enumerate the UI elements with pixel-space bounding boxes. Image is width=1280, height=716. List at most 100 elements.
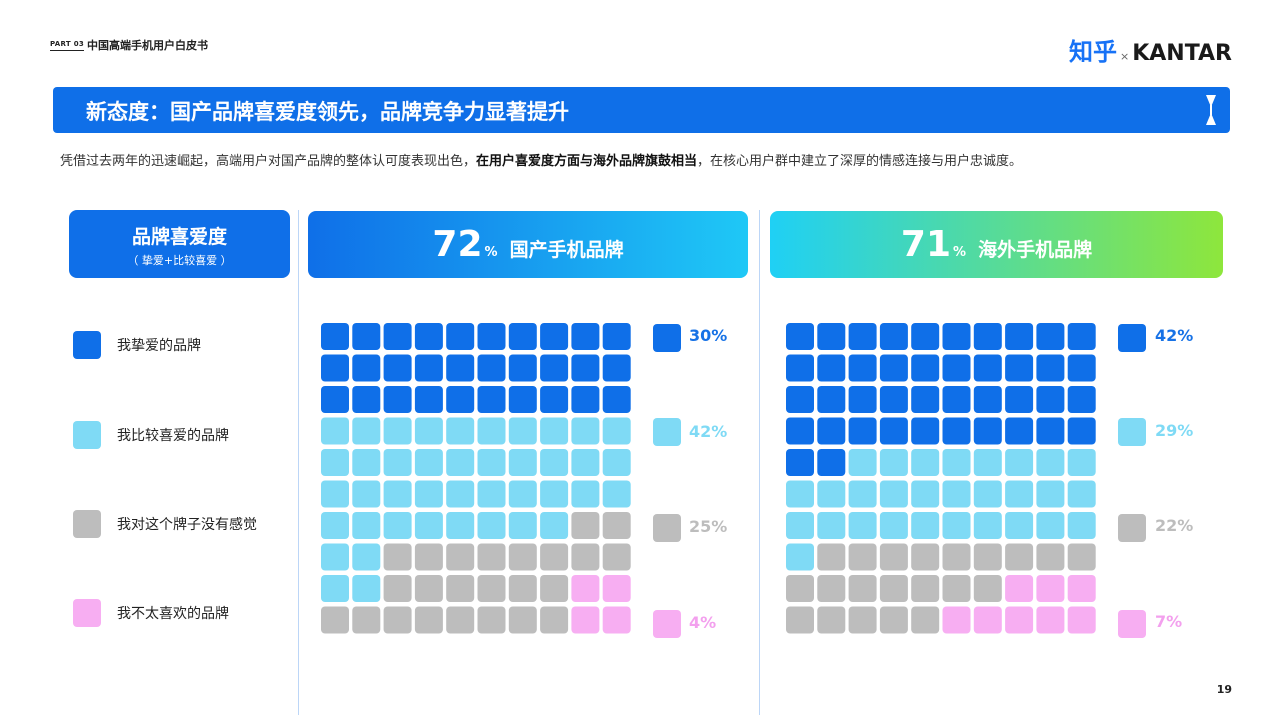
waffle-cell <box>973 386 1002 413</box>
waffle-cell <box>321 480 349 508</box>
domestic-like-value: 42% <box>689 422 728 441</box>
foreign-like-value: 29% <box>1155 421 1194 440</box>
waffle-cell <box>571 543 600 571</box>
waffle-cell <box>414 543 443 571</box>
waffle-cell <box>414 354 443 382</box>
waffle-cell <box>911 417 940 445</box>
waffle-cell <box>540 606 569 634</box>
waffle-cell <box>786 543 814 571</box>
waffle-cell <box>942 354 971 382</box>
waffle-cell <box>848 449 877 476</box>
header-percent-sign: % <box>484 245 498 260</box>
waffle-cell <box>1036 386 1065 413</box>
waffle-cell <box>848 575 877 602</box>
waffle-cell <box>942 575 971 602</box>
waffle-cell <box>942 449 971 476</box>
waffle-cell <box>571 323 600 350</box>
waffle-cell <box>540 512 569 539</box>
waffle-cell <box>911 512 940 539</box>
waffle-cell <box>352 417 381 445</box>
waffle-cell <box>1067 512 1096 539</box>
waffle-cell <box>321 417 349 445</box>
waffle-cell <box>446 323 475 350</box>
waffle-cell <box>602 480 631 508</box>
waffle-cell <box>1036 417 1065 445</box>
waffle-cell <box>352 354 381 382</box>
waffle-cell <box>321 323 349 350</box>
foreign-dislike-value: 7% <box>1155 612 1183 631</box>
waffle-cell <box>879 480 908 508</box>
banner-title: 新态度：国产品牌喜爱度领先，品牌竞争力显著提升 <box>86 100 569 124</box>
waffle-cell <box>973 417 1002 445</box>
value-swatch <box>1118 610 1146 638</box>
header-percent-sign: % <box>953 245 967 260</box>
waffle-cell <box>786 480 814 508</box>
legend-item-neutral: 我对这个牌子没有感觉 <box>73 510 257 538</box>
waffle-cell <box>911 354 940 382</box>
report-title: 中国高端手机用户白皮书 <box>87 39 208 52</box>
waffle-cell <box>321 512 349 539</box>
waffle-cell <box>602 512 631 539</box>
waffle-cell <box>414 417 443 445</box>
waffle-cell <box>1067 323 1096 350</box>
waffle-cell <box>911 606 940 634</box>
value-swatch <box>653 610 681 638</box>
waffle-cell <box>352 323 381 350</box>
panel-divider <box>759 210 760 715</box>
waffle-cell <box>1005 417 1034 445</box>
waffle-cell <box>383 417 412 445</box>
waffle-cell <box>1036 575 1065 602</box>
waffle-cell <box>602 606 631 634</box>
foreign-neutral-value: 22% <box>1155 516 1194 535</box>
waffle-cell <box>571 449 600 476</box>
value-swatch <box>653 514 681 542</box>
waffle-cell <box>817 449 846 476</box>
waffle-cell <box>1005 575 1034 602</box>
legend-title: 品牌喜爱度 <box>131 226 227 248</box>
page-number: 19 <box>1216 683 1232 696</box>
waffle-cell <box>602 323 631 350</box>
waffle-cell <box>848 606 877 634</box>
waffle-cell <box>446 512 475 539</box>
waffle-cell <box>508 449 537 476</box>
waffle-cell <box>1005 606 1034 634</box>
legend-label: 我挚爱的品牌 <box>117 338 201 354</box>
waffle-cell <box>414 449 443 476</box>
waffle-cell <box>508 386 537 413</box>
waffle-cell <box>352 543 381 571</box>
waffle-cell <box>848 323 877 350</box>
waffle-cell <box>848 512 877 539</box>
waffle-cell <box>602 575 631 602</box>
domestic-dislike-value: 4% <box>689 613 717 632</box>
waffle-cell <box>879 449 908 476</box>
legend-swatch <box>73 510 101 538</box>
waffle-cell <box>477 606 506 634</box>
waffle-cell <box>1036 543 1065 571</box>
legend-swatch <box>73 599 101 627</box>
waffle-cell <box>383 512 412 539</box>
waffle-cell <box>321 606 349 634</box>
waffle-cell <box>1005 543 1034 571</box>
waffle-cell <box>942 417 971 445</box>
waffle-cell <box>911 575 940 602</box>
legend-label: 我对这个牌子没有感觉 <box>117 517 257 533</box>
waffle-cell <box>540 449 569 476</box>
waffle-cell <box>1036 323 1065 350</box>
waffle-cell <box>1067 354 1096 382</box>
waffle-cell <box>1067 386 1096 413</box>
waffle-cell <box>477 480 506 508</box>
waffle-cell <box>352 386 381 413</box>
waffle-cell <box>1067 480 1096 508</box>
waffle-cell <box>973 354 1002 382</box>
waffle-cell <box>602 386 631 413</box>
waffle-cell <box>414 606 443 634</box>
waffle-cell <box>446 386 475 413</box>
waffle-cell <box>1036 480 1065 508</box>
waffle-cell <box>911 480 940 508</box>
waffle-cell <box>508 606 537 634</box>
waffle-cell <box>446 354 475 382</box>
waffle-cell <box>1005 354 1034 382</box>
waffle-cell <box>477 575 506 602</box>
waffle-cell <box>942 606 971 634</box>
legend-item-like: 我比较喜爱的品牌 <box>73 421 229 449</box>
